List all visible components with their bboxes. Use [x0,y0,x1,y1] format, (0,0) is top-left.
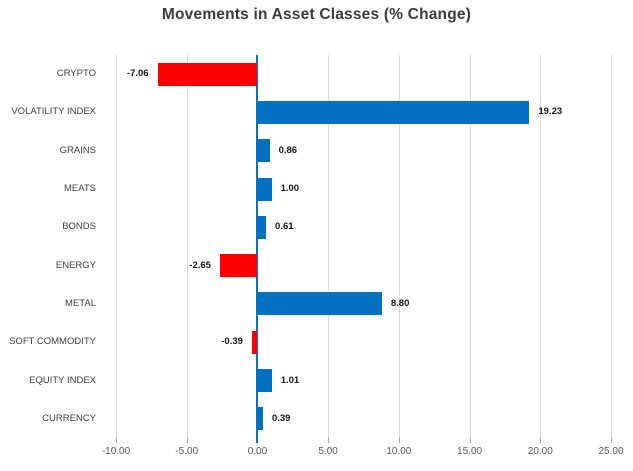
gridline [540,55,542,438]
x-axis-label: 15.00 [457,446,483,457]
value-label: -7.06 [126,68,149,80]
bar [257,139,270,163]
bar [251,330,258,354]
value-label: 0.39 [271,412,291,424]
axis-tick [469,438,471,443]
category-label: BONDS [62,221,96,233]
x-axis-label: 0.00 [247,446,268,457]
gridline [398,55,400,438]
value-label: 19.23 [538,106,563,118]
x-axis-label: 20.00 [527,446,553,457]
chart-title: Movements in Asset Classes (% Change) [161,6,472,23]
value-label: -2.65 [189,259,211,271]
x-axis-label: 5.00 [318,446,338,457]
value-label: 0.86 [278,144,298,156]
category-label: CURRENCY [42,412,96,424]
category-label: ENERGY [55,259,96,271]
category-label: EQUITY INDEX [29,374,96,386]
value-label: 8.80 [390,297,410,309]
category-label: SOFT COMMODITY [9,336,96,348]
axis-tick [186,438,188,443]
axis-tick [540,438,542,443]
x-axis-label: 25.00 [598,446,624,457]
value-label: 1.01 [280,374,300,386]
x-axis-label: -5.00 [175,446,199,457]
gridline [186,55,188,438]
x-axis-label: -10.00 [101,446,131,457]
gridline [611,55,612,438]
bar [257,100,530,124]
bar [157,62,258,86]
bar [219,254,258,278]
axis-tick [611,438,612,443]
category-label: METAL [65,297,96,309]
zero-axis-line [256,55,259,443]
value-label: 1.00 [280,183,300,195]
axis-tick [328,438,330,443]
value-label: -0.39 [221,336,243,348]
bar [257,292,382,316]
bar [257,215,267,239]
gridline [469,55,471,438]
axis-tick [116,438,117,443]
bar [257,407,263,431]
category-label: CRYPTO [56,68,96,80]
gridline [328,55,330,438]
axis-tick [398,438,400,443]
gridline [116,55,117,438]
x-axis-label: 10.00 [386,446,412,457]
category-label: MEATS [63,183,96,195]
category-label: GRAINS [59,144,96,156]
bar [257,369,272,393]
value-label: 0.61 [275,221,294,233]
bar [257,177,272,201]
category-label: VOLATILITY INDEX [11,106,96,118]
